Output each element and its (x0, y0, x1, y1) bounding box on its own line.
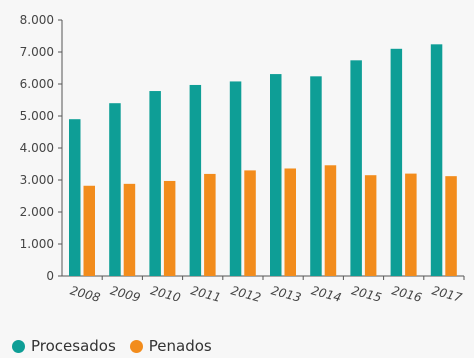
y-tick-label: 1.000 (20, 237, 54, 251)
x-tick-label: 2009 (109, 283, 142, 304)
y-tick-label: 0 (46, 269, 54, 283)
bar-penados-2009[interactable] (123, 183, 136, 276)
x-tick-label: 2014 (310, 283, 343, 304)
x-tick-label: 2017 (430, 283, 463, 305)
legend-item-procesados[interactable]: Procesados (12, 337, 116, 355)
bar-penados-2008[interactable] (83, 185, 96, 276)
legend-label-penados: Penados (148, 337, 212, 355)
y-tick-label: 8.000 (20, 13, 54, 27)
y-tick-label: 6.000 (20, 77, 54, 91)
bars (69, 44, 457, 277)
bar-procesados-2016[interactable] (390, 48, 403, 276)
bar-procesados-2012[interactable] (229, 81, 242, 276)
bar-procesados-2010[interactable] (149, 91, 161, 276)
bar-penados-2010[interactable] (163, 180, 176, 276)
bar-procesados-2017[interactable] (430, 44, 443, 276)
y-tick-labels: 0 1.000 2.000 3.000 4.000 5.000 6.000 7.000 8.00… (20, 13, 54, 283)
bar-chart: 0 1.000 2.000 3.000 4.000 5.000 6.000 7.000 8.00… (20, 13, 465, 305)
y-tick-label: 4.000 (20, 141, 54, 155)
bar-penados-2017[interactable] (445, 176, 457, 276)
y-tick-label: 3.000 (20, 173, 54, 187)
bar-procesados-2015[interactable] (350, 60, 362, 276)
bar-procesados-2014[interactable] (310, 76, 322, 276)
x-tick-label: 2013 (270, 283, 303, 304)
bar-penados-2016[interactable] (405, 173, 417, 276)
legend-marker-procesados (12, 339, 25, 353)
x-tick-label: 2016 (390, 283, 423, 305)
legend-marker-penados (129, 339, 143, 353)
bar-penados-2012[interactable] (244, 170, 256, 276)
bar-procesados-2013[interactable] (270, 74, 282, 276)
y-tick-label: 5.000 (20, 109, 54, 123)
bar-penados-2014[interactable] (324, 165, 337, 276)
y-tick-label: 7.000 (20, 45, 54, 59)
legend: Procesados Penados (12, 337, 212, 355)
bar-penados-2011[interactable] (204, 173, 216, 276)
bar-procesados-2011[interactable] (189, 84, 202, 277)
x-tick-label: 2012 (229, 283, 262, 304)
bar-penados-2015[interactable] (364, 175, 377, 276)
bar-procesados-2009[interactable] (109, 103, 121, 276)
legend-label-procesados: Procesados (31, 337, 116, 355)
x-tick-label: 2011 (189, 283, 222, 304)
bar-penados-2013[interactable] (284, 168, 297, 276)
bar-procesados-2008[interactable] (69, 119, 81, 276)
x-tick-labels: 2008 2009 2010 2011 2012 2013 2014 2015 2016 2017 (69, 283, 464, 305)
x-tick-label: 2008 (69, 283, 102, 305)
x-tick-label: 2010 (149, 283, 182, 305)
legend-item-penados[interactable]: Penados (129, 337, 212, 355)
y-tick-label: 2.000 (20, 205, 54, 219)
x-tick-label: 2015 (350, 283, 383, 304)
